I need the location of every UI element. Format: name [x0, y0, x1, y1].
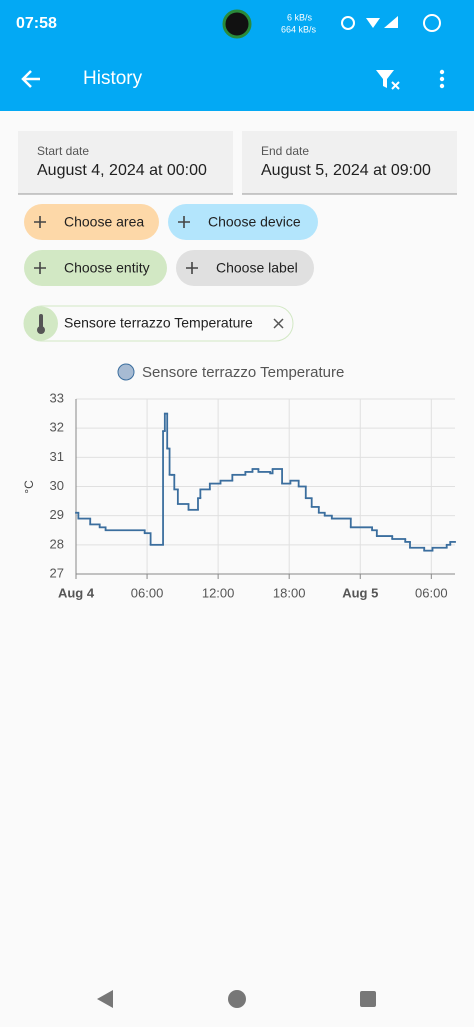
- start-date-field[interactable]: Start date August 4, 2024 at 00:00: [18, 131, 233, 195]
- y-tick-label: 28: [50, 536, 64, 551]
- field-value: August 4, 2024 at 00:00: [37, 162, 207, 179]
- x-tick-label: 06:00: [415, 585, 448, 600]
- clear-filter-button[interactable]: [376, 70, 400, 90]
- plus-icon: [178, 216, 190, 228]
- y-tick-label: 33: [50, 390, 64, 405]
- net-down: 664 kB/s: [281, 24, 317, 34]
- chip-label: Choose device: [208, 214, 301, 230]
- field-value: August 5, 2024 at 09:00: [261, 162, 431, 179]
- back-button[interactable]: [21, 70, 40, 88]
- net-up: 6 kB/s: [287, 12, 313, 22]
- y-tick-label: 27: [50, 565, 64, 580]
- y-tick-label: 29: [50, 507, 64, 522]
- x-tick-label: 06:00: [131, 585, 164, 600]
- filter-chip[interactable]: Choose device: [168, 204, 318, 240]
- plus-icon: [34, 216, 46, 228]
- y-tick-label: 32: [50, 420, 64, 435]
- field-label: Start date: [37, 144, 89, 158]
- filter-chip[interactable]: Choose area: [24, 204, 159, 240]
- chip-label: Sensore terrazzo Temperature: [64, 315, 253, 331]
- legend-marker: [117, 363, 135, 381]
- chip-background: [24, 250, 167, 286]
- nav-home[interactable]: [228, 990, 246, 1008]
- legend-label: Sensore terrazzo Temperature: [142, 364, 344, 381]
- chip-background: [168, 204, 318, 240]
- y-axis-label: °C: [22, 480, 36, 494]
- y-tick-label: 31: [50, 449, 64, 464]
- chip-label: Choose label: [216, 260, 298, 276]
- x-tick-label: 18:00: [273, 585, 306, 600]
- nav-bar: [97, 990, 376, 1008]
- chip-background: [24, 204, 159, 240]
- plus-icon: [186, 262, 198, 274]
- camera: [222, 9, 252, 39]
- menu-button[interactable]: [439, 69, 445, 89]
- nav-back[interactable]: [97, 990, 113, 1008]
- chip-label: Choose entity: [64, 260, 150, 276]
- x-tick-label: Aug 4: [58, 585, 95, 600]
- filter-chip[interactable]: Choose label: [176, 250, 314, 286]
- x-tick-label: Aug 5: [342, 585, 378, 600]
- chip-label: Choose area: [64, 214, 144, 230]
- x-tick-label: 12:00: [202, 585, 235, 600]
- field-label: End date: [261, 144, 309, 158]
- selected-entity-chip[interactable]: Sensore terrazzo Temperature: [23, 305, 294, 342]
- page-title: History: [83, 68, 143, 89]
- end-date-field[interactable]: End date August 5, 2024 at 09:00: [242, 131, 457, 195]
- clock: 07:58: [16, 15, 57, 32]
- plus-icon: [34, 262, 46, 274]
- y-tick-label: 30: [50, 478, 64, 493]
- nav-recents[interactable]: [360, 991, 376, 1007]
- filter-chip[interactable]: Choose entity: [24, 250, 167, 286]
- status-icons: [341, 14, 441, 32]
- chip-background: [176, 250, 314, 286]
